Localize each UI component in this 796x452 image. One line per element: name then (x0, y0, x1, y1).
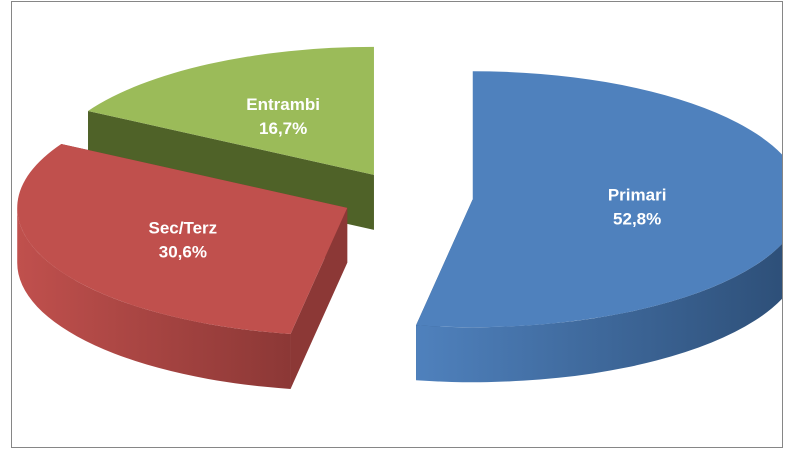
slice-label-entrambi: Entrambi (246, 95, 320, 114)
slice-value-entrambi: 16,7% (259, 119, 307, 138)
slice-outer-wall (17, 207, 291, 389)
slice-top (416, 71, 782, 328)
slice-value-sec-terz: 30,6% (159, 243, 207, 262)
slice-outer-wall (416, 243, 782, 383)
slice-primari: Primari 52,8% (416, 71, 782, 383)
slice-label-primari: Primari (608, 186, 667, 205)
slice-top (17, 143, 348, 334)
pie-chart: Entrambi 16,7% Primari 52,8% Sec/Terz 30,6% (17, 46, 782, 389)
chart-area: Entrambi 16,7% Primari 52,8% Sec/Terz 30,6% (11, 1, 783, 448)
slice-value-primari: 52,8% (613, 210, 661, 229)
slice-sec-terz: Sec/Terz 30,6% (17, 143, 348, 389)
slice-top (88, 46, 374, 175)
slice-label-sec-terz: Sec/Terz (149, 219, 218, 238)
